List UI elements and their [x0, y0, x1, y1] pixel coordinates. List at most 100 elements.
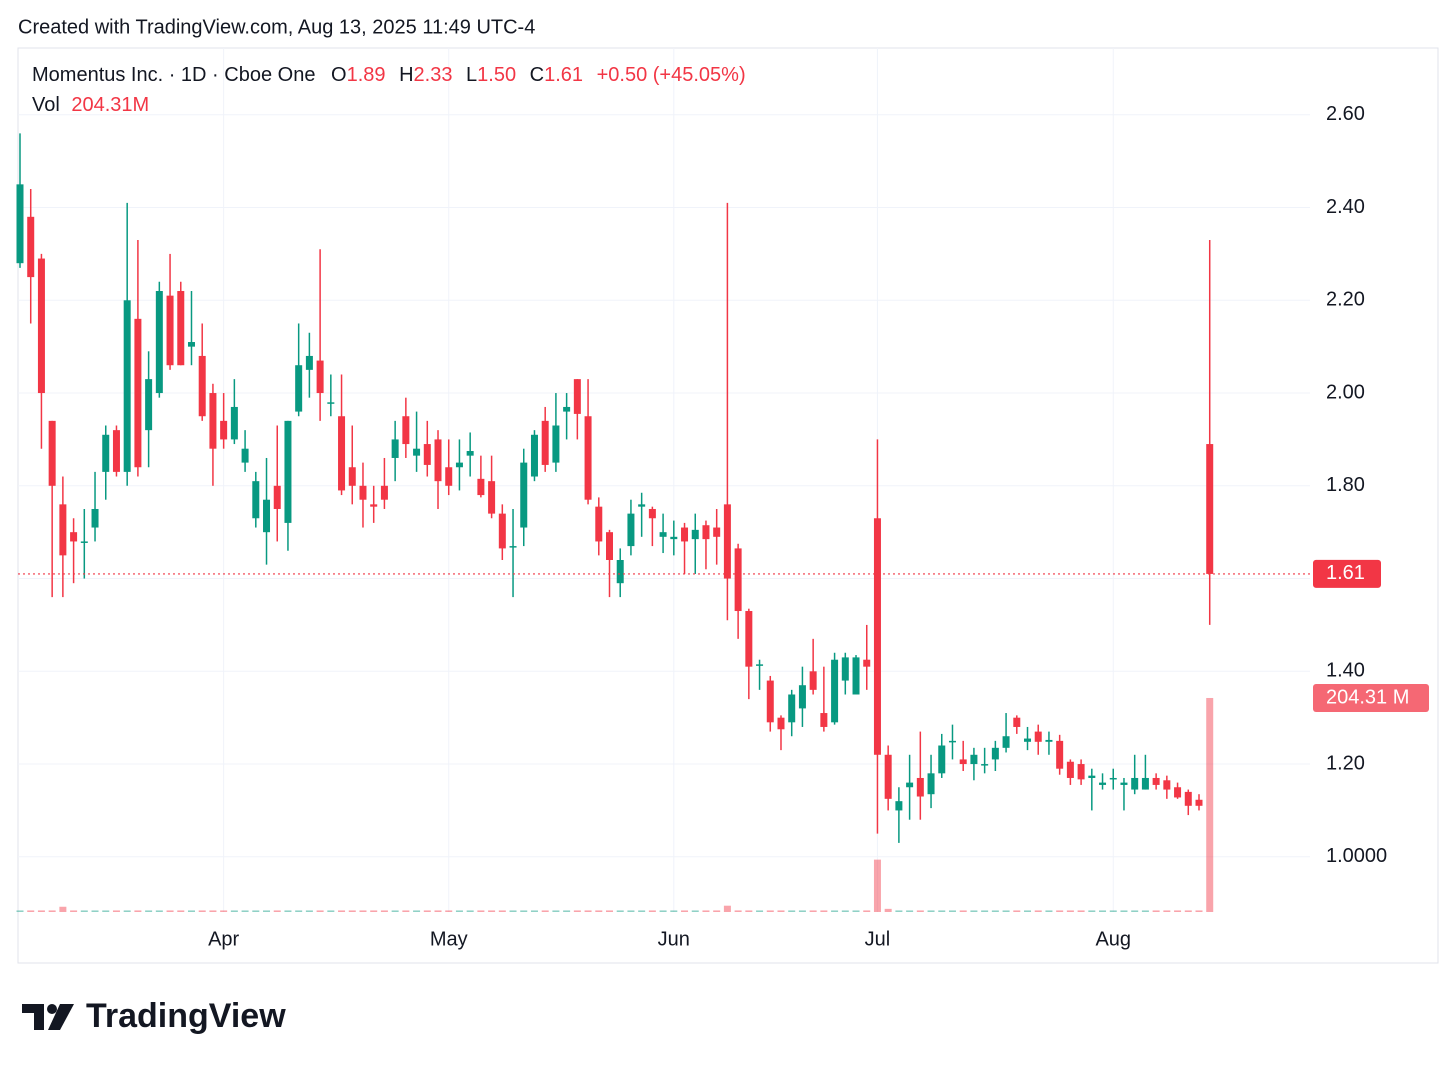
- candle-body: [1141, 777, 1149, 790]
- candle-body: [198, 355, 206, 417]
- candle-body: [509, 546, 517, 548]
- candle-body: [809, 671, 817, 690]
- candle-body: [841, 657, 849, 681]
- candle-body: [852, 657, 860, 695]
- volume-bar: [777, 910, 785, 912]
- grid: [18, 48, 1310, 912]
- candle-body: [648, 508, 656, 519]
- last-volume-tag: [1313, 683, 1429, 712]
- candle-body: [638, 504, 646, 507]
- volume-bar: [316, 910, 324, 912]
- legend-vol: 204.31M: [71, 94, 149, 116]
- volume-bar: [863, 910, 871, 912]
- candle-body: [273, 485, 281, 509]
- volume-bar: [638, 910, 646, 912]
- x-tick-label: Jul: [865, 928, 891, 950]
- candle-body: [670, 536, 678, 540]
- candle-body: [466, 451, 474, 456]
- chart-frame: [17, 47, 1439, 964]
- volume-bar: [338, 910, 346, 912]
- candle-body: [348, 467, 356, 486]
- candle-body: [155, 291, 163, 394]
- volume-bar: [938, 910, 946, 912]
- volume-bar: [198, 910, 206, 912]
- volume-bar: [713, 910, 721, 912]
- volume-bar: [616, 910, 624, 912]
- volume-pane: [16, 697, 1214, 912]
- volume-bar: [1013, 910, 1021, 912]
- volume-bar: [520, 910, 528, 912]
- volume-bar: [209, 910, 217, 912]
- candle-body: [27, 216, 35, 278]
- volume-bar: [477, 910, 485, 912]
- legend-c: 1.61: [544, 64, 583, 86]
- volume-bar: [16, 910, 24, 912]
- volume-bar: [1206, 697, 1214, 912]
- volume-bar: [402, 910, 410, 912]
- volume-bar: [1174, 910, 1182, 912]
- y-tick-label: 1.40: [1326, 660, 1365, 682]
- volume-bar: [498, 910, 506, 912]
- candle-body: [488, 481, 496, 514]
- candle-body: [756, 664, 764, 666]
- candle-body: [916, 777, 924, 797]
- candle-body: [616, 560, 624, 584]
- candle-body: [327, 402, 335, 404]
- candle-body: [563, 406, 571, 412]
- candle-body: [734, 548, 742, 612]
- volume-bar: [380, 910, 388, 912]
- volume-bar: [959, 910, 967, 912]
- candle-body: [595, 506, 603, 542]
- candle-body: [981, 764, 989, 766]
- candle-body: [1206, 444, 1214, 574]
- volume-bar: [423, 910, 431, 912]
- volume-bar: [670, 910, 678, 912]
- logo-shape: [22, 1004, 44, 1030]
- candle-body: [991, 747, 999, 760]
- volume-bar: [370, 910, 378, 912]
- volume-bar: [916, 910, 924, 912]
- volume-bar: [659, 910, 667, 912]
- candle-body: [1120, 782, 1128, 785]
- candle-body: [1088, 775, 1096, 778]
- y-tick-label: 2.40: [1326, 196, 1365, 218]
- volume-bar: [59, 906, 67, 912]
- volume-bar: [102, 910, 110, 912]
- candle-body: [884, 754, 892, 799]
- legend-c-label: C: [530, 64, 544, 86]
- candles: [16, 133, 1310, 843]
- candle-body: [831, 659, 839, 723]
- volume-bar: [681, 910, 689, 912]
- candle-body: [627, 513, 635, 547]
- volume-bar: [723, 905, 731, 912]
- legend-volume: Vol 204.31M: [32, 94, 149, 116]
- last-price-label: 1.61: [1326, 562, 1365, 584]
- candle-body: [177, 291, 185, 366]
- candle-body: [413, 448, 421, 456]
- candle-body: [681, 527, 689, 542]
- volume-bar: [295, 910, 303, 912]
- volume-bar: [509, 910, 517, 912]
- candle-body: [1195, 799, 1203, 806]
- candle-body: [402, 416, 410, 445]
- y-tick-label: 1.20: [1326, 752, 1365, 774]
- candle-body: [938, 745, 946, 774]
- volume-bar: [230, 910, 238, 912]
- volume-bar: [1066, 910, 1074, 912]
- brand-name: TradingView: [86, 997, 286, 1035]
- candle-body: [766, 680, 774, 723]
- volume-bar: [798, 910, 806, 912]
- volume-bar: [263, 910, 271, 912]
- volume-bar: [391, 910, 399, 912]
- candle-body: [541, 420, 549, 465]
- volume-bar: [145, 910, 153, 912]
- candle-body: [1163, 780, 1171, 790]
- candle-body: [1002, 736, 1010, 748]
- x-tick-label: Aug: [1095, 928, 1131, 950]
- brand-logo: TradingView: [22, 997, 286, 1035]
- candle-body: [520, 462, 528, 528]
- candle-body: [584, 416, 592, 500]
- legend-change: +0.50 (+45.05%): [597, 64, 746, 86]
- volume-bar: [27, 910, 35, 912]
- candle-body: [295, 365, 303, 412]
